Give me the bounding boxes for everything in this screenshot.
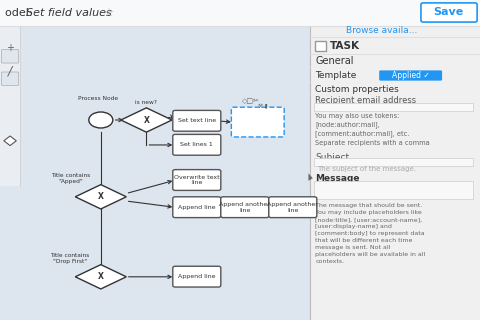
Text: Append another
line: Append another line	[219, 202, 270, 212]
FancyBboxPatch shape	[310, 0, 480, 320]
Text: Title contains
"Drop First": Title contains "Drop First"	[50, 253, 89, 264]
Text: You may also use tokens:
[node:author:mail],
[comment:author:mail], etc.
Separat: You may also use tokens: [node:author:ma…	[315, 113, 430, 146]
Text: Append line: Append line	[178, 205, 216, 210]
FancyBboxPatch shape	[0, 0, 480, 26]
FancyBboxPatch shape	[173, 197, 221, 218]
Text: X: X	[98, 272, 104, 281]
Text: Overwrite text
line: Overwrite text line	[174, 175, 220, 185]
Polygon shape	[309, 174, 312, 180]
Text: is new?: is new?	[135, 100, 157, 105]
Text: Set lines 1: Set lines 1	[180, 142, 213, 147]
FancyBboxPatch shape	[1, 72, 19, 85]
Polygon shape	[75, 185, 126, 209]
FancyBboxPatch shape	[1, 50, 19, 63]
Text: Append line: Append line	[178, 274, 216, 279]
FancyBboxPatch shape	[173, 170, 221, 190]
Text: Set field values: Set field values	[26, 8, 112, 18]
FancyBboxPatch shape	[173, 134, 221, 155]
Text: /: /	[8, 64, 12, 77]
FancyBboxPatch shape	[0, 0, 310, 320]
Text: Applied ✓: Applied ✓	[392, 71, 430, 80]
Text: Message: Message	[315, 174, 360, 183]
Text: The subject of the message.: The subject of the message.	[317, 166, 416, 172]
FancyBboxPatch shape	[314, 181, 473, 199]
Text: odel:: odel:	[5, 8, 36, 18]
Polygon shape	[4, 136, 16, 146]
Text: Custom properties: Custom properties	[315, 85, 399, 94]
FancyBboxPatch shape	[231, 107, 284, 137]
Text: Process Node: Process Node	[78, 96, 119, 101]
FancyBboxPatch shape	[173, 110, 221, 131]
FancyBboxPatch shape	[315, 41, 326, 51]
Text: ☆: ☆	[103, 8, 113, 18]
Circle shape	[89, 112, 113, 128]
Polygon shape	[75, 265, 126, 289]
Text: General: General	[315, 56, 354, 67]
Text: Save: Save	[433, 7, 464, 18]
FancyBboxPatch shape	[421, 3, 477, 22]
Text: TASK: TASK	[330, 41, 360, 51]
Text: The message that should be sent.
You may include placeholders like
[node:title],: The message that should be sent. You may…	[315, 203, 426, 264]
Text: Browse availa...: Browse availa...	[346, 26, 417, 35]
FancyBboxPatch shape	[379, 70, 442, 81]
Text: Subject: Subject	[315, 153, 349, 162]
Text: X: X	[144, 116, 149, 124]
Text: ⚒ ▮: ⚒ ▮	[258, 103, 267, 108]
FancyBboxPatch shape	[173, 266, 221, 287]
Text: ◇□✂: ◇□✂	[241, 98, 260, 104]
FancyBboxPatch shape	[221, 197, 269, 218]
Polygon shape	[121, 108, 172, 132]
Text: Set text line: Set text line	[178, 118, 216, 123]
Text: Template: Template	[315, 71, 357, 80]
Text: Append another
line: Append another line	[267, 202, 318, 212]
FancyBboxPatch shape	[314, 103, 473, 111]
FancyBboxPatch shape	[269, 197, 317, 218]
FancyBboxPatch shape	[0, 26, 20, 186]
Text: X: X	[98, 192, 104, 201]
Text: Title contains
"Apped": Title contains "Apped"	[51, 173, 91, 184]
Text: +: +	[6, 43, 14, 53]
FancyBboxPatch shape	[314, 158, 473, 166]
Text: Recipient email address: Recipient email address	[315, 96, 417, 105]
